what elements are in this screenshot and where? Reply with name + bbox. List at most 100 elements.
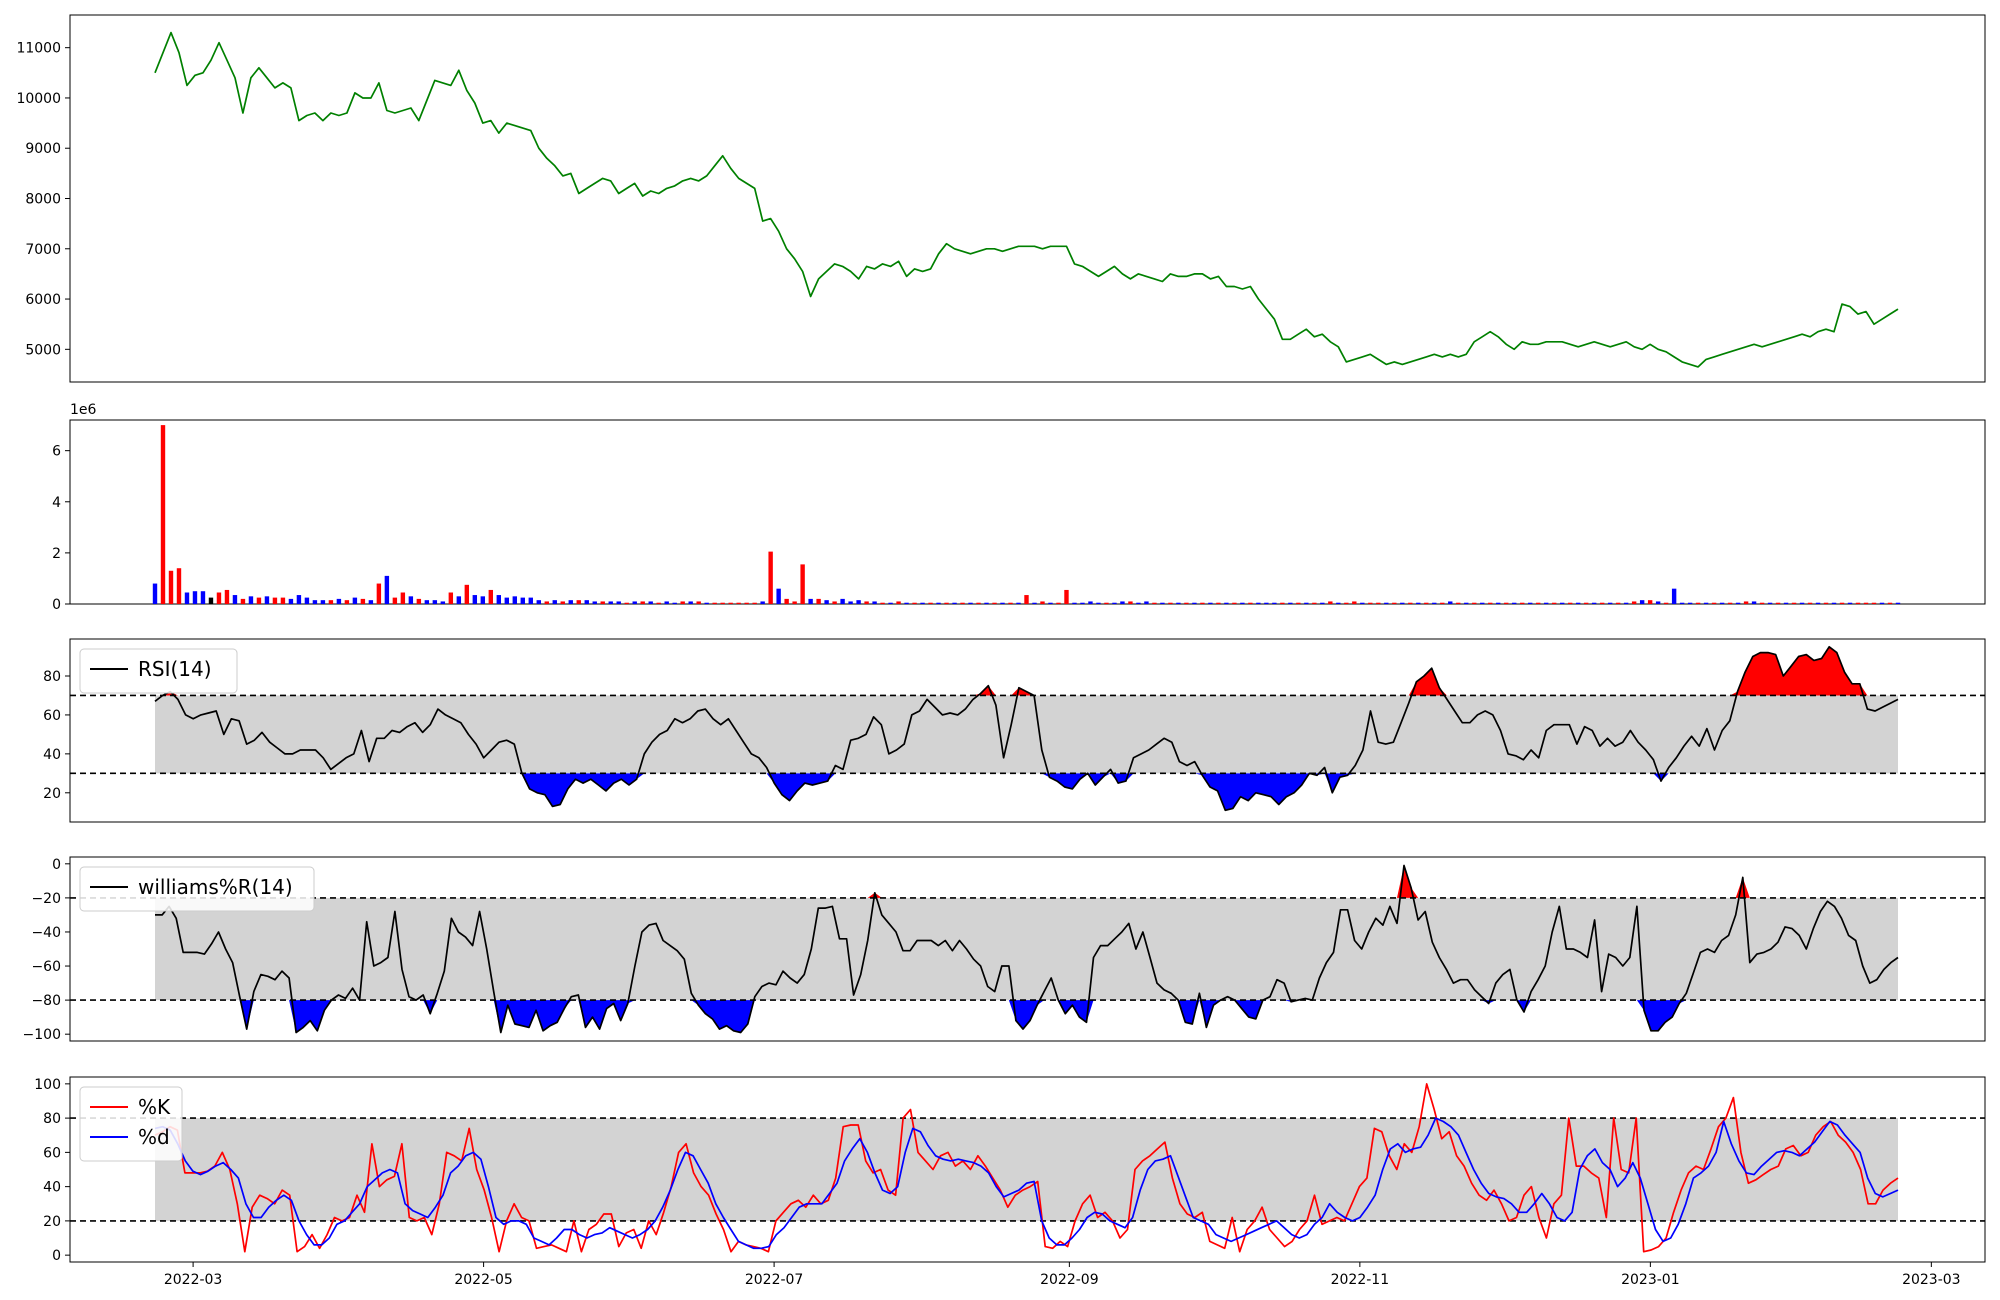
volume-bar <box>632 601 637 604</box>
volume-bar <box>1112 602 1117 604</box>
volume-bar <box>1847 602 1853 604</box>
volume-bar <box>1032 602 1037 604</box>
volume-bar <box>1200 602 1205 604</box>
volume-bar <box>432 600 438 604</box>
volume-bar <box>1440 602 1445 604</box>
volume-bar <box>896 601 901 604</box>
legend-label: williams%R(14) <box>138 875 293 899</box>
volume-bar <box>1559 602 1565 604</box>
volume-bar <box>480 596 486 604</box>
williams-r-chart: 0 −20 −40 −60 −80 −100 williams%R(14) <box>23 856 1986 1043</box>
y-tick-label: −40 <box>31 925 61 941</box>
volume-bar <box>832 601 837 604</box>
volume-bar <box>1647 600 1653 604</box>
volume-bar <box>888 602 893 604</box>
volume-bar <box>1759 602 1765 604</box>
volume-bar <box>1639 600 1645 604</box>
volume-bar <box>1344 602 1349 604</box>
volume-bar <box>1528 602 1533 604</box>
volume-bar <box>368 600 374 604</box>
x-tick-label: 2022-05 <box>454 1272 513 1288</box>
volume-bar <box>256 597 262 604</box>
volume-bar <box>800 564 805 604</box>
williams-r-line <box>155 864 1899 1034</box>
volume-bar <box>1671 588 1677 604</box>
volume-bar <box>472 595 478 604</box>
volume-bar <box>976 602 981 604</box>
volume-bar <box>904 602 909 604</box>
volume-bar <box>1416 602 1421 604</box>
volume-bar <box>1887 602 1893 604</box>
volume-bar <box>1544 602 1549 604</box>
volume-bar <box>1727 602 1733 604</box>
volume-bar <box>488 589 494 604</box>
volume-bar <box>1192 602 1197 604</box>
volume-bar <box>408 596 414 604</box>
volume-bar <box>856 600 861 604</box>
volume-bar <box>1160 602 1165 604</box>
volume-bar <box>736 602 741 604</box>
volume-bar <box>1488 602 1493 604</box>
volume-bar <box>376 583 382 604</box>
volume-bar <box>1048 602 1053 604</box>
axes-frame <box>69 856 1986 1042</box>
volume-bar <box>768 551 773 604</box>
volume-bar <box>776 588 781 604</box>
volume-bar <box>200 591 206 604</box>
y-offset-label: 1e6 <box>70 402 97 418</box>
volume-bar <box>1855 602 1861 604</box>
volume-bar <box>680 601 685 604</box>
volume-bar <box>1711 602 1717 604</box>
volume-bar <box>872 601 877 604</box>
volume-bar <box>1687 602 1693 604</box>
volume-bar <box>960 602 965 604</box>
volume-bar <box>312 600 318 604</box>
volume-bar <box>1591 602 1597 604</box>
y-tick-label: 0 <box>52 1248 61 1264</box>
volume-bar <box>1008 602 1013 604</box>
y-tick-label: 80 <box>43 1111 61 1127</box>
volume-bar <box>1719 602 1725 604</box>
price-line <box>154 31 1899 368</box>
volume-bar <box>1088 601 1093 604</box>
volume-bar <box>848 601 853 604</box>
d-line <box>154 1117 1899 1250</box>
volume-bar <box>208 597 214 604</box>
x-tick-label: 2022-07 <box>745 1272 804 1288</box>
volume-bar <box>1743 601 1749 604</box>
volume-bar <box>936 602 941 604</box>
volume-bar <box>440 601 446 604</box>
volume-bar <box>688 601 693 604</box>
y-tick-label: 0 <box>52 857 61 873</box>
volume-bar <box>752 602 757 604</box>
volume-bar <box>928 602 933 604</box>
volume-bar <box>232 595 238 604</box>
volume-bar <box>1312 602 1317 604</box>
y-tick-label: 0 <box>52 597 61 613</box>
volume-bar <box>576 600 581 604</box>
volume-bar <box>1280 602 1285 604</box>
volume-bar <box>1504 602 1509 604</box>
volume-bar <box>496 595 502 604</box>
volume-bar <box>248 596 254 604</box>
y-tick-label: 20 <box>43 1214 61 1230</box>
volume-bar <box>1815 602 1821 604</box>
volume-bar <box>504 597 509 604</box>
volume-bar <box>816 598 821 604</box>
oversold-fill <box>155 1000 1898 1033</box>
volume-bar <box>1424 602 1429 604</box>
volume-bar <box>600 601 605 604</box>
axes-frame <box>69 419 1986 605</box>
volume-bar <box>1871 602 1877 604</box>
volume-bar <box>608 601 613 604</box>
legend-label: %K <box>138 1095 171 1119</box>
volume-bar <box>616 601 621 604</box>
volume-bar <box>792 601 797 604</box>
volume-bar <box>1464 602 1469 604</box>
volume-bar <box>672 602 677 604</box>
volume-bar <box>176 568 182 604</box>
volume-bar <box>1879 602 1885 604</box>
y-tick-label: 6 <box>52 444 61 460</box>
x-tick-label: 2022-03 <box>164 1272 223 1288</box>
volume-bar <box>1368 602 1373 604</box>
